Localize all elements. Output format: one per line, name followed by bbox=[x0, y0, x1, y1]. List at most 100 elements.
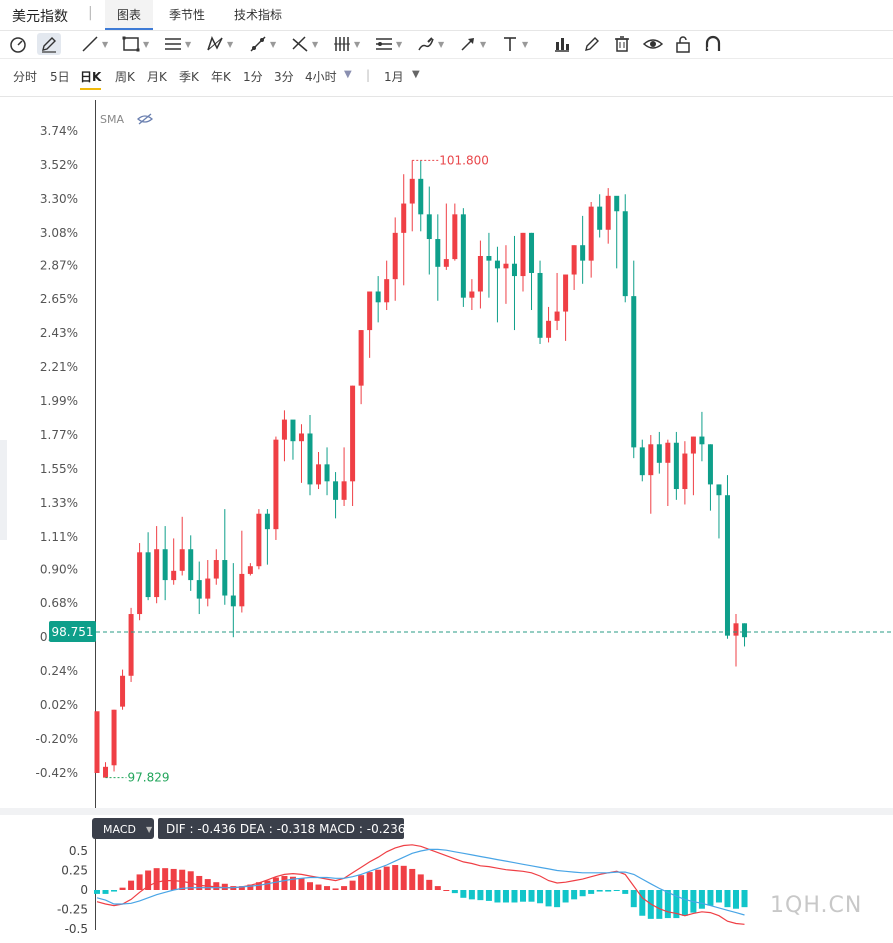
macd-hist-bar bbox=[400, 865, 407, 890]
macd-values: DIF : -0.436 DEA : -0.318 MACD : -0.236 bbox=[166, 822, 405, 836]
y-tick-label: 3.30% bbox=[40, 192, 78, 206]
y-tick-label: 0.02% bbox=[40, 698, 78, 712]
period-4hour[interactable]: 4小时 bbox=[305, 70, 337, 84]
macd-hist-bar bbox=[571, 890, 578, 900]
candle bbox=[673, 431, 679, 500]
candle bbox=[188, 535, 194, 591]
range-chevron-down-icon[interactable]: ▼ bbox=[412, 69, 420, 80]
dif-line bbox=[96, 844, 745, 925]
tab-indicators[interactable]: 技术指标 bbox=[234, 8, 283, 22]
magnet-icon[interactable] bbox=[703, 33, 723, 55]
macd-hist-bar bbox=[681, 890, 688, 916]
lock-icon[interactable] bbox=[673, 33, 693, 55]
pattern-icon[interactable]: ▼ bbox=[205, 33, 233, 55]
high-price-label: 101.800 bbox=[439, 153, 489, 167]
candle bbox=[733, 614, 739, 667]
macd-hist-bar bbox=[187, 871, 194, 890]
macd-y-tick-label: 0 bbox=[80, 883, 88, 897]
macd-chevron-down-icon[interactable]: ▼ bbox=[146, 825, 153, 834]
line-icon[interactable]: ▼ bbox=[80, 33, 108, 55]
y-tick-label: 2.43% bbox=[40, 326, 78, 340]
period-weekly[interactable]: 周K bbox=[115, 70, 135, 84]
candle bbox=[111, 709, 117, 772]
candle bbox=[222, 509, 228, 605]
macd-hist-bar bbox=[341, 886, 348, 890]
macd-hist-bar bbox=[179, 869, 186, 890]
period-intraday[interactable]: 分时 bbox=[13, 70, 38, 84]
tab-chart[interactable]: 图表 bbox=[105, 0, 154, 30]
period-yearly[interactable]: 年K bbox=[211, 70, 231, 84]
y-tick-label: -0.20% bbox=[36, 732, 78, 746]
arrow-icon[interactable]: ▼ bbox=[458, 33, 486, 55]
candles bbox=[94, 160, 748, 778]
y-tick-label: 2.21% bbox=[40, 360, 78, 374]
candle bbox=[392, 217, 398, 301]
candle bbox=[273, 436, 279, 540]
macd-hist-bar bbox=[281, 875, 288, 890]
candle bbox=[94, 711, 100, 773]
page-title: 美元指数 bbox=[12, 9, 68, 25]
macd-hist-bar bbox=[630, 890, 637, 908]
drawing-toolbar: ▼ ▼ ▼ ▼ ▼ ▼ ▼ ▼ ▼ ▼ ▼ bbox=[0, 30, 893, 59]
y-tick-label: 2.87% bbox=[40, 258, 78, 272]
period-daily[interactable]: 日K bbox=[80, 68, 102, 90]
macd-hist-bar bbox=[485, 890, 492, 901]
bars-icon[interactable]: ▼ bbox=[334, 37, 361, 51]
list-icon[interactable]: ▼ bbox=[374, 33, 402, 55]
header-tabbar: 美元指数 | 图表 季节性 技术指标 bbox=[0, 0, 893, 31]
candle bbox=[724, 475, 730, 639]
more-periods-chevron-icon[interactable]: ▼ bbox=[344, 69, 352, 80]
sidebar-expand-handle[interactable] bbox=[0, 440, 7, 540]
macd-hist-bar bbox=[255, 882, 262, 890]
macd-hist-bar bbox=[596, 890, 603, 892]
period-monthly[interactable]: 月K bbox=[147, 70, 167, 84]
macd-hist-bar bbox=[349, 880, 356, 890]
macd-y-axis-labels: 0.5 0.25 0 -0.25 -0.5 bbox=[57, 844, 88, 936]
gauge-icon[interactable] bbox=[8, 33, 28, 55]
macd-hist-bar bbox=[673, 890, 680, 919]
candle bbox=[614, 195, 620, 269]
macd-hist-bar bbox=[204, 879, 211, 890]
y-tick-label: 3.52% bbox=[40, 158, 78, 172]
candle bbox=[154, 526, 160, 604]
candle bbox=[426, 186, 432, 275]
fib-icon[interactable]: ▼ bbox=[290, 33, 318, 55]
text-icon[interactable]: ▼ bbox=[504, 37, 529, 51]
rect-icon[interactable]: ▼ bbox=[121, 33, 149, 55]
candle bbox=[341, 447, 347, 507]
period-3min[interactable]: 3分 bbox=[274, 70, 294, 84]
pen-icon[interactable] bbox=[37, 33, 61, 55]
brush-icon[interactable]: ▼ bbox=[416, 33, 444, 55]
macd-select[interactable] bbox=[92, 818, 154, 839]
macd-hist-bar bbox=[145, 870, 152, 890]
period-quarterly[interactable]: 季K bbox=[179, 70, 199, 84]
candle bbox=[298, 424, 304, 483]
macd-hist-bar bbox=[324, 886, 331, 890]
period-5day[interactable]: 5日 bbox=[50, 70, 70, 84]
candle bbox=[350, 385, 356, 507]
eye-icon[interactable] bbox=[642, 33, 664, 55]
trash-icon[interactable] bbox=[612, 33, 632, 55]
edit-icon[interactable] bbox=[582, 33, 602, 55]
macd-panel[interactable]: MACD ▼ DIF : -0.436 DEA : -0.318 MACD : … bbox=[0, 815, 893, 943]
tab-seasonality[interactable]: 季节性 bbox=[169, 8, 206, 22]
panel-divider[interactable] bbox=[0, 808, 893, 815]
current-price-badge bbox=[49, 621, 96, 642]
candle bbox=[460, 208, 466, 307]
macd-hist-bar bbox=[664, 890, 671, 919]
candle bbox=[648, 435, 654, 514]
ruler-icon[interactable]: ▼ bbox=[248, 33, 276, 55]
macd-hist-bar bbox=[537, 890, 544, 904]
macd-hist-bar bbox=[315, 884, 322, 890]
divider: | bbox=[88, 5, 93, 21]
macd-hist-bar bbox=[554, 890, 561, 908]
range-select[interactable]: 1月 bbox=[384, 70, 404, 84]
price-chart[interactable]: 3.74% 3.52% 3.30% 3.08% 2.87% 2.65% 2.43% 2.21%… bbox=[0, 97, 893, 809]
candle bbox=[511, 235, 517, 331]
channel-icon[interactable]: ▼ bbox=[165, 38, 192, 50]
chart-icon[interactable] bbox=[552, 33, 572, 55]
period-1min[interactable]: 1分 bbox=[243, 70, 263, 84]
y-tick-label: 0.24% bbox=[40, 664, 78, 678]
eye-slash-icon[interactable] bbox=[137, 113, 153, 125]
candle bbox=[742, 623, 748, 647]
